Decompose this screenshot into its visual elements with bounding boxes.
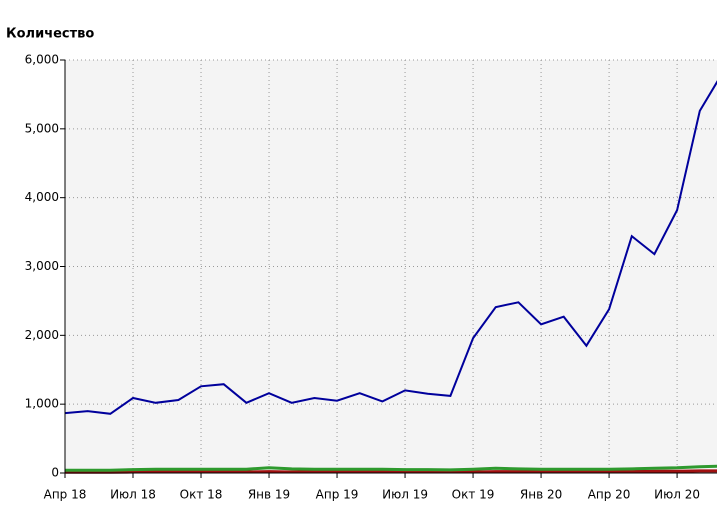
x-tick-label: Июл 18 (110, 488, 156, 502)
x-tick-label: Апр 20 (588, 488, 631, 502)
y-tick-label: 4,000 (25, 190, 59, 204)
data-line (65, 469, 717, 474)
chart-title: Количество (6, 27, 94, 42)
plot-area (65, 60, 717, 473)
x-tick-label: Янв 19 (248, 488, 290, 502)
y-tick-label: 2,000 (25, 328, 59, 342)
y-tick-label: 0 (51, 466, 59, 480)
x-tick-label: Июл 20 (654, 488, 700, 502)
y-tick-label: 5,000 (25, 121, 59, 135)
x-tick-label: Апр 18 (44, 488, 87, 502)
data-line (65, 464, 717, 472)
x-tick-label: Янв 20 (520, 488, 562, 502)
y-tick-label: 3,000 (25, 259, 59, 273)
y-tick-label: 6,000 (25, 53, 59, 67)
x-tick-label: Июл 19 (382, 488, 428, 502)
x-tick-label: Окт 19 (452, 488, 495, 502)
x-tick-label: Апр 19 (316, 488, 359, 502)
x-tick-label: Окт 18 (180, 488, 223, 502)
data-line (64, 80, 717, 415)
y-tick-label: 1,000 (25, 397, 59, 411)
